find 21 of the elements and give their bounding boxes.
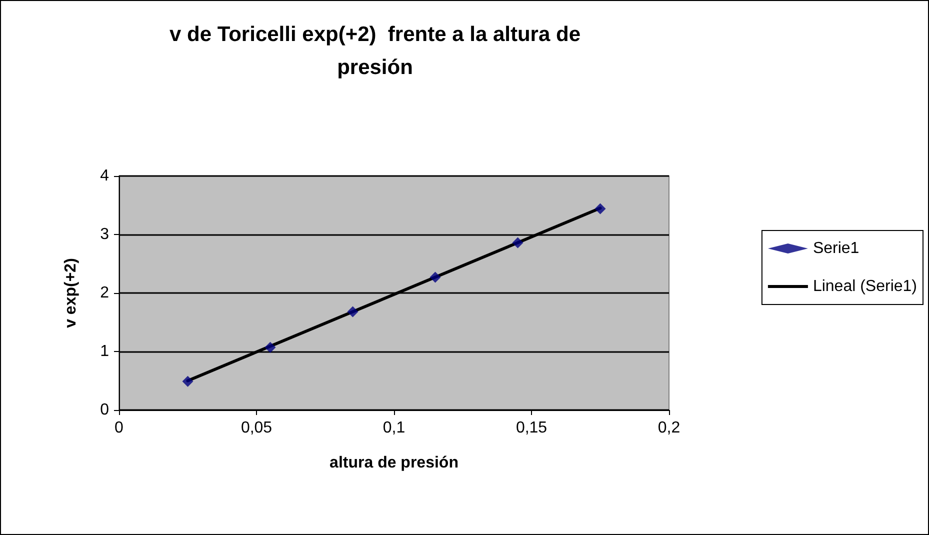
x-tick-label: 0,05: [240, 420, 272, 436]
point: [430, 272, 441, 283]
y-tick-label: 4: [100, 168, 110, 184]
y-tick-label: 2: [100, 284, 110, 302]
legend-label: Serie1: [812, 240, 860, 257]
point: [264, 342, 276, 353]
point: [512, 237, 524, 248]
point: [347, 306, 358, 318]
x-tick-label: 0,15: [516, 420, 548, 436]
y-tick-label: 3: [100, 226, 110, 243]
y-tick-label: 0: [100, 402, 110, 418]
legend-label: Lineal (Serie1): [812, 278, 918, 295]
chart-title: v de Toricelli exp(+2) frente a la altura de presión: [168, 22, 582, 81]
x-tick-label: 0: [114, 420, 124, 436]
y-axis-title: v exp(+2): [62, 258, 80, 328]
point: [182, 376, 194, 387]
x-tick-label: 0,1: [382, 420, 406, 436]
y-tick-label: 1: [100, 343, 110, 360]
point: [594, 203, 606, 214]
x-axis-title: altura de presión: [330, 454, 458, 472]
x-tick-label: 0,2: [658, 420, 680, 436]
